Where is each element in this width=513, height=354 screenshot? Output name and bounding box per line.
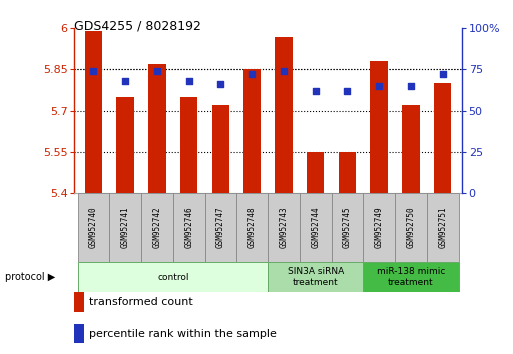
Text: GSM952742: GSM952742 (152, 207, 162, 248)
Point (311, 88, 320, 94)
Text: GSM952743: GSM952743 (280, 207, 288, 248)
Text: GSM952749: GSM952749 (374, 207, 384, 248)
Bar (363, 193, 395, 262)
Bar (268, 262, 363, 292)
Text: GSM952751: GSM952751 (438, 207, 447, 248)
Text: miR-138 mimic
treatment: miR-138 mimic treatment (377, 267, 445, 287)
Bar (212, 105, 229, 193)
Bar (85, 31, 102, 193)
Text: GSM952740: GSM952740 (89, 207, 98, 248)
Bar (77, 193, 109, 262)
Bar (173, 193, 205, 262)
Bar (402, 105, 420, 193)
Bar (395, 193, 427, 262)
Point (343, 88, 351, 94)
Point (439, 72, 447, 77)
Text: GSM952748: GSM952748 (248, 207, 256, 248)
Point (280, 68, 288, 74)
Bar (205, 193, 236, 262)
Point (375, 83, 383, 89)
Text: protocol ▶: protocol ▶ (5, 272, 55, 282)
Bar (434, 83, 451, 193)
Point (248, 72, 256, 77)
Bar (363, 262, 459, 292)
Text: GSM952747: GSM952747 (216, 207, 225, 248)
Text: transformed count: transformed count (89, 297, 192, 307)
Bar (236, 193, 268, 262)
Bar (109, 193, 141, 262)
Bar (300, 193, 331, 262)
Text: control: control (157, 273, 189, 281)
Point (185, 78, 193, 84)
Point (89, 68, 97, 74)
Bar (275, 36, 292, 193)
Point (121, 78, 129, 84)
Bar (307, 152, 324, 193)
Bar (427, 193, 459, 262)
Text: GSM952744: GSM952744 (311, 207, 320, 248)
Bar (116, 97, 134, 193)
Bar (370, 61, 388, 193)
Text: GSM952745: GSM952745 (343, 207, 352, 248)
Point (216, 81, 225, 87)
Text: GSM952750: GSM952750 (406, 207, 416, 248)
Text: GDS4255 / 8028192: GDS4255 / 8028192 (74, 19, 201, 33)
Bar (180, 97, 198, 193)
Text: GSM952741: GSM952741 (121, 207, 130, 248)
Text: percentile rank within the sample: percentile rank within the sample (89, 329, 277, 339)
Bar (141, 193, 173, 262)
Text: GSM952746: GSM952746 (184, 207, 193, 248)
Bar (148, 64, 166, 193)
Text: SIN3A siRNA
treatment: SIN3A siRNA treatment (288, 267, 344, 287)
Bar (244, 69, 261, 193)
Point (407, 83, 415, 89)
Bar (268, 193, 300, 262)
Point (153, 68, 161, 74)
Bar (331, 193, 363, 262)
Bar (339, 152, 356, 193)
Bar (77, 262, 268, 292)
